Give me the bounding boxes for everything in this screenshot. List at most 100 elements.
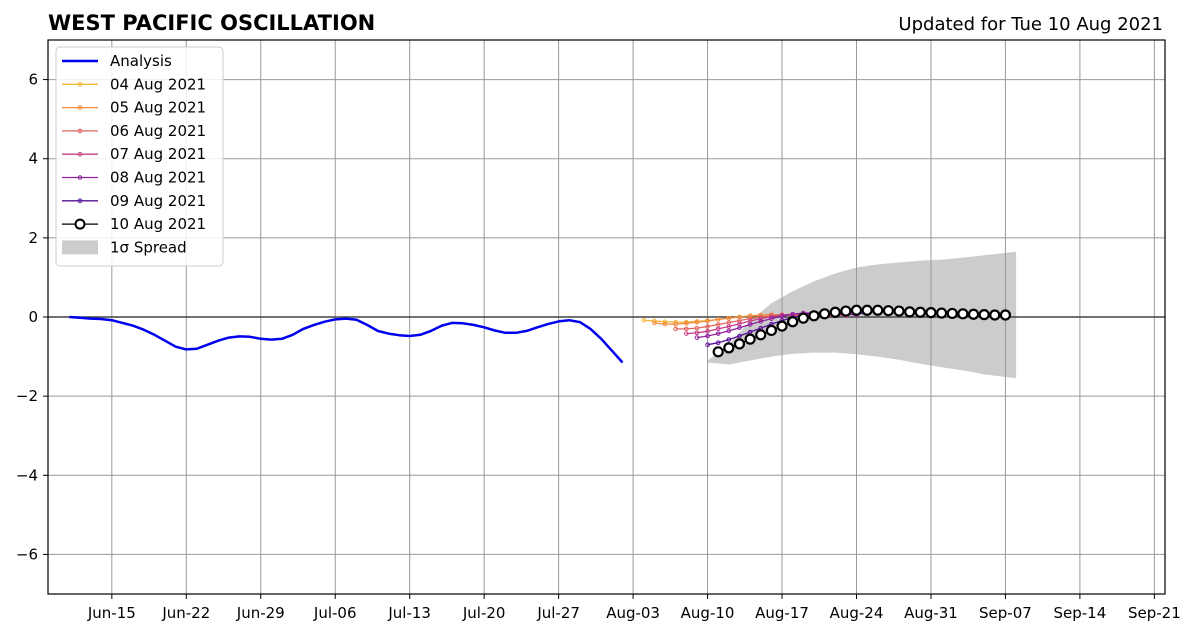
x-tick-label: Aug-03 [606, 604, 660, 622]
x-tick-label: Aug-10 [681, 604, 735, 622]
legend-label: 07 Aug 2021 [110, 145, 206, 163]
forecast-point [715, 331, 721, 336]
analysis-line [69, 315, 624, 364]
x-tick-label: Aug-31 [904, 604, 958, 622]
forecast-point [641, 317, 647, 323]
x-tick-label: Sep-07 [979, 604, 1032, 622]
legend-label: 06 Aug 2021 [110, 122, 206, 140]
legend-label: Analysis [110, 52, 172, 70]
legend-label: 1σ Spread [110, 238, 187, 256]
forecast-point [662, 321, 668, 327]
x-tick-label: Sep-21 [1128, 604, 1181, 622]
legend-label: 08 Aug 2021 [110, 169, 206, 187]
spread-band [707, 251, 1017, 379]
axes-frame [47, 39, 1166, 595]
current-forecast-point [925, 307, 937, 319]
legend: Analysis 04 Aug 2021 05 Aug 2021 06 Aug 202… [55, 46, 224, 267]
current-forecast-point [935, 307, 948, 319]
forecast-point [715, 326, 721, 332]
current-forecast-point [776, 320, 788, 332]
forecast-point [694, 325, 700, 331]
forecast-point [694, 319, 700, 325]
current-forecast-point [787, 316, 799, 328]
forecast-point [673, 326, 678, 332]
y-tick-label: 4 [28, 150, 38, 168]
chart-subtitle: Updated for Tue 10 Aug 2021 [898, 14, 1163, 35]
current-forecast-point [829, 306, 841, 318]
current-forecast-point [872, 304, 884, 316]
legend-swatch-spread [62, 240, 98, 255]
x-tick-label: Jul-20 [462, 604, 506, 622]
x-tick-label: Jul-27 [536, 604, 580, 622]
current-forecast-point [723, 342, 735, 354]
forecast-point [705, 324, 710, 329]
legend-marker [77, 151, 83, 157]
x-tick-label: Sep-14 [1054, 604, 1107, 622]
forecast-point [747, 313, 753, 319]
chart-title: WEST PACIFIC OSCILLATION [48, 11, 375, 35]
forecast-point [705, 318, 710, 324]
current-forecast-point [882, 305, 895, 317]
current-forecast-point [744, 333, 756, 345]
forecast-point [683, 331, 689, 336]
forecast-point [705, 342, 710, 348]
forecast-point [726, 315, 732, 321]
forecast-point [726, 337, 732, 342]
y-tick-label: −4 [16, 466, 38, 484]
legend-marker [77, 128, 83, 134]
legend-box [55, 46, 224, 267]
x-tick-label: Jun-29 [236, 604, 285, 622]
forecast-point [779, 313, 785, 319]
x-tick-label: Jun-15 [87, 604, 136, 622]
forecast-point [652, 320, 657, 326]
legend-marker [77, 82, 83, 87]
forecast-point [705, 333, 710, 339]
forecast-point [715, 317, 721, 322]
forecast-point [694, 330, 700, 336]
forecast-point [715, 322, 721, 327]
legend-label: 05 Aug 2021 [110, 99, 206, 117]
current-forecast-point [755, 329, 767, 341]
legend-label: 10 Aug 2021 [110, 215, 206, 233]
current-forecast-point [850, 304, 863, 316]
legend-marker [77, 105, 83, 110]
current-forecast-point [861, 304, 873, 316]
current-forecast-point [765, 324, 777, 337]
forecast-point [673, 321, 678, 327]
forecast-point [758, 316, 764, 321]
current-forecast-point [712, 346, 724, 358]
forecast-point [726, 328, 732, 334]
current-forecast-point [818, 308, 831, 320]
forecast-point [726, 324, 732, 329]
legend-label: 09 Aug 2021 [110, 192, 206, 210]
y-tick-label: 2 [28, 229, 38, 247]
current-forecast-point [733, 338, 746, 350]
forecast-point [683, 321, 689, 326]
current-forecast-point [840, 305, 852, 317]
current-forecast-point [999, 309, 1012, 321]
y-tick-label: −6 [16, 545, 38, 563]
forecast-point [705, 328, 710, 334]
legend-label: 04 Aug 2021 [110, 75, 206, 93]
forecast-point [747, 322, 753, 327]
current-forecast-point [808, 310, 820, 322]
x-tick-label: Aug-17 [755, 604, 809, 622]
x-tick-label: Aug-24 [830, 604, 884, 622]
y-tick-label: −2 [16, 387, 38, 405]
x-tick-label: Jul-13 [387, 604, 431, 622]
current-forecast-point [893, 305, 905, 317]
current-forecast-point [904, 306, 916, 318]
legend-marker [77, 175, 83, 180]
current-forecast-point [967, 308, 980, 320]
current-forecast-point [989, 309, 1001, 321]
y-tick-label: 0 [28, 308, 38, 326]
forecast-point [769, 316, 774, 321]
plot-area: Jun-15 Jun-22 Jun-29 Jul-06 Jul-13 Jul-20 Jul-… [16, 39, 1181, 622]
forecast-point [758, 319, 764, 324]
legend-marker-current [74, 218, 86, 230]
forecast-point [652, 318, 657, 324]
current-forecast-point [797, 312, 809, 324]
forecast-point [737, 333, 742, 339]
legend-marker [77, 198, 83, 204]
